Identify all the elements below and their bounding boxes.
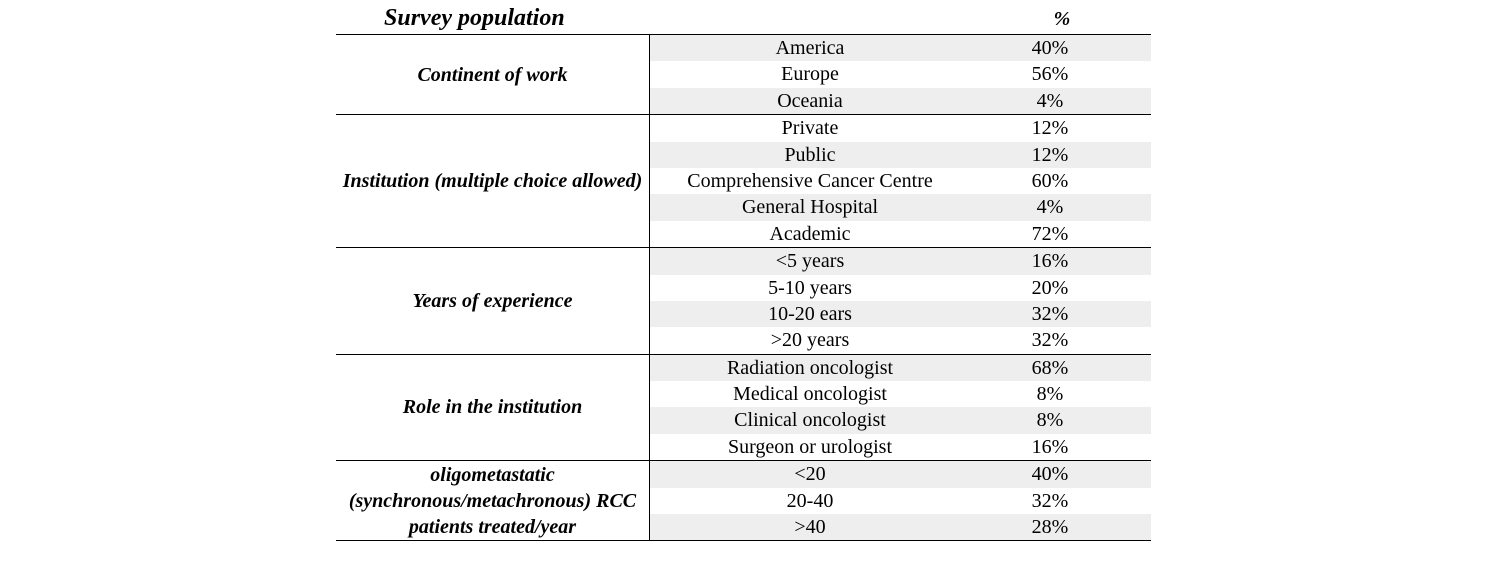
row-value: 32% <box>1031 329 1069 352</box>
row-name: 20-40 <box>786 489 834 512</box>
row-name: Private <box>781 117 839 140</box>
group-institution: Institution (multiple choice allowed) Pr… <box>336 115 1151 249</box>
row-value: 16% <box>1031 435 1069 458</box>
survey-table: Survey population % Continent of work Am… <box>336 0 1151 542</box>
row-value: 20% <box>1031 276 1069 299</box>
table-row: Academic 72% <box>650 221 1151 247</box>
row-value: 4% <box>1036 89 1064 112</box>
row-name: Surgeon or urologist <box>727 435 893 458</box>
row-name: Medical oncologist <box>733 383 887 406</box>
row-value: 28% <box>1031 516 1069 539</box>
row-value: 12% <box>1031 117 1069 140</box>
row-value: 72% <box>1031 222 1069 245</box>
row-name: America <box>775 37 845 59</box>
row-value: 56% <box>1031 63 1069 86</box>
row-value: 4% <box>1036 196 1064 219</box>
group-label: Role in the institution <box>336 354 650 461</box>
table-row: <5 years 16% <box>650 248 1151 275</box>
table-row: <20 40% <box>650 461 1151 488</box>
table-title: Survey population <box>384 5 565 31</box>
table-row: >40 28% <box>650 514 1151 541</box>
row-name: >20 years <box>770 329 850 352</box>
table-row: Clinical oncologist 8% <box>650 407 1151 434</box>
row-name: <20 <box>794 463 826 486</box>
table-row: Surgeon or urologist 16% <box>650 434 1151 460</box>
row-name: General Hospital <box>741 196 879 219</box>
row-name: 5-10 years <box>768 276 852 299</box>
group-label: oligometastatic (synchronous/metachronou… <box>336 461 650 541</box>
table-row: Oceania 4% <box>650 87 1151 115</box>
table-row: America 40% <box>650 35 1151 62</box>
percent-header: % <box>1053 8 1071 30</box>
table-row: Private 12% <box>650 115 1151 141</box>
row-value: 40% <box>1031 37 1069 59</box>
row-value: 12% <box>1031 143 1069 166</box>
table-row: 5-10 years 20% <box>650 275 1151 301</box>
table-row: Comprehensive Cancer Centre 60% <box>650 168 1151 194</box>
table-row: 10-20 ears 32% <box>650 300 1151 328</box>
table-header: Survey population % <box>336 0 1151 35</box>
table-row: General Hospital 4% <box>650 194 1151 221</box>
row-name: Comprehensive Cancer Centre <box>687 169 933 192</box>
group-rcc-patients-per-year: oligometastatic (synchronous/metachronou… <box>336 461 1151 542</box>
row-value: 16% <box>1031 250 1069 273</box>
row-value: 32% <box>1031 302 1069 325</box>
row-name: <5 years <box>775 250 845 273</box>
group-label: Institution (multiple choice allowed) <box>336 115 650 248</box>
group-role-in-institution: Role in the institution Radiation oncolo… <box>336 354 1151 462</box>
table-row: Public 12% <box>650 141 1151 168</box>
row-name: 10-20 ears <box>768 302 852 325</box>
group-label: Continent of work <box>336 35 650 115</box>
row-name: Public <box>784 143 836 166</box>
row-value: 68% <box>1031 356 1069 379</box>
group-label: Years of experience <box>336 248 650 354</box>
row-value: 32% <box>1031 489 1069 512</box>
row-name: Europe <box>781 63 839 86</box>
table-row: 20-40 32% <box>650 488 1151 514</box>
row-name: Radiation oncologist <box>726 356 894 379</box>
row-value: 40% <box>1031 463 1069 486</box>
table-row: >20 years 32% <box>650 327 1151 353</box>
table-row: Europe 56% <box>650 61 1151 87</box>
row-value: 8% <box>1036 383 1064 406</box>
group-years-of-experience: Years of experience <5 years 16% 5-10 ye… <box>336 248 1151 355</box>
row-value: 8% <box>1036 409 1064 432</box>
row-value: 60% <box>1031 169 1069 192</box>
row-name: Clinical oncologist <box>734 409 886 432</box>
row-name: Academic <box>769 222 851 245</box>
table-row: Medical oncologist 8% <box>650 381 1151 407</box>
row-name: Oceania <box>777 89 843 112</box>
table-row: Radiation oncologist 68% <box>650 354 1151 382</box>
group-continent-of-work: Continent of work America 40% Europe 56%… <box>336 35 1151 116</box>
row-name: >40 <box>794 516 826 539</box>
